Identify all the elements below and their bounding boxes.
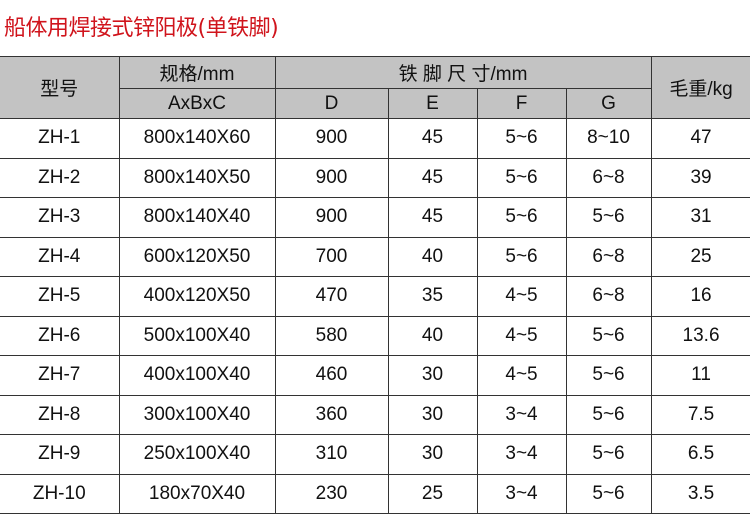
table-row: ZH-6 500x100X40 580 40 4~5 5~6 13.6: [0, 315, 750, 356]
cell-e: 25: [387, 473, 478, 514]
cell-d: 900: [274, 118, 389, 159]
cell-e: 45: [387, 118, 478, 159]
cell-d: 900: [274, 197, 389, 238]
cell-spec: 800x140X40: [118, 197, 276, 238]
cell-spec: 800x140X60: [118, 118, 276, 159]
cell-d: 700: [274, 236, 389, 277]
cell-spec: 300x100X40: [118, 394, 276, 435]
table-row: ZH-3 800x140X40 900 45 5~6 5~6 31: [0, 197, 750, 238]
cell-f: 5~6: [476, 118, 567, 159]
cell-g: 5~6: [565, 197, 652, 238]
cell-g: 5~6: [565, 355, 652, 396]
cell-d: 580: [274, 315, 389, 356]
header-g: G: [565, 88, 652, 119]
cell-f: 5~6: [476, 157, 567, 198]
header-e: E: [387, 88, 478, 119]
cell-e: 30: [387, 434, 478, 475]
header-spec: 规格/mm: [118, 56, 276, 89]
cell-weight: 16: [650, 276, 750, 317]
cell-model: ZH-1: [0, 118, 120, 159]
cell-model: ZH-10: [0, 473, 120, 514]
table-row: ZH-7 400x100X40 460 30 4~5 5~6 11: [0, 355, 750, 396]
cell-spec: 400x100X40: [118, 355, 276, 396]
cell-model: ZH-5: [0, 276, 120, 317]
cell-g: 5~6: [565, 473, 652, 514]
cell-spec: 400x120X50: [118, 276, 276, 317]
cell-weight: 13.6: [650, 315, 750, 356]
cell-e: 35: [387, 276, 478, 317]
cell-model: ZH-4: [0, 236, 120, 277]
cell-weight: 3.5: [650, 473, 750, 514]
header-f: F: [476, 88, 567, 119]
cell-e: 40: [387, 236, 478, 277]
cell-weight: 39: [650, 157, 750, 198]
cell-weight: 7.5: [650, 394, 750, 435]
cell-spec: 250x100X40: [118, 434, 276, 475]
cell-d: 470: [274, 276, 389, 317]
cell-f: 5~6: [476, 236, 567, 277]
cell-spec: 800x140X50: [118, 157, 276, 198]
cell-model: ZH-3: [0, 197, 120, 238]
cell-weight: 31: [650, 197, 750, 238]
cell-f: 3~4: [476, 394, 567, 435]
cell-g: 5~6: [565, 434, 652, 475]
table-row: ZH-4 600x120X50 700 40 5~6 6~8 25: [0, 236, 750, 277]
table-row: ZH-8 300x100X40 360 30 3~4 5~6 7.5: [0, 394, 750, 435]
cell-weight: 11: [650, 355, 750, 396]
table-row: ZH-10 180x70X40 230 25 3~4 5~6 3.5: [0, 473, 750, 514]
cell-g: 5~6: [565, 394, 652, 435]
cell-g: 6~8: [565, 276, 652, 317]
cell-spec: 500x100X40: [118, 315, 276, 356]
cell-spec: 180x70X40: [118, 473, 276, 514]
header-model: 型号: [0, 56, 120, 119]
cell-e: 30: [387, 355, 478, 396]
table-row: ZH-9 250x100X40 310 30 3~4 5~6 6.5: [0, 434, 750, 475]
cell-g: 6~8: [565, 236, 652, 277]
header-spec-sub: AxBxC: [119, 88, 276, 119]
cell-f: 5~6: [476, 197, 567, 238]
cell-model: ZH-7: [0, 355, 120, 396]
cell-d: 900: [274, 157, 389, 198]
cell-e: 45: [387, 157, 478, 198]
cell-f: 4~5: [476, 315, 567, 356]
cell-d: 230: [274, 473, 389, 514]
cell-g: 6~8: [565, 157, 652, 198]
cell-f: 3~4: [476, 473, 567, 514]
page-title: 船体用焊接式锌阳极(单铁脚): [4, 16, 279, 41]
cell-f: 3~4: [476, 434, 567, 475]
cell-f: 4~5: [476, 355, 567, 396]
cell-g: 8~10: [565, 118, 652, 159]
header-d: D: [274, 88, 389, 119]
cell-e: 30: [387, 394, 478, 435]
table-row: ZH-1 800x140X60 900 45 5~6 8~10 47: [0, 118, 750, 159]
table-row: ZH-2 800x140X50 900 45 5~6 6~8 39: [0, 157, 750, 198]
cell-f: 4~5: [476, 276, 567, 317]
cell-d: 360: [274, 394, 389, 435]
cell-e: 40: [387, 315, 478, 356]
cell-model: ZH-8: [0, 394, 120, 435]
header-weight: 毛重/kg: [650, 56, 750, 119]
cell-weight: 47: [650, 118, 750, 159]
cell-model: ZH-9: [0, 434, 120, 475]
header-foot-size: 铁 脚 尺 寸/mm: [274, 56, 652, 89]
cell-weight: 6.5: [650, 434, 750, 475]
cell-d: 310: [274, 434, 389, 475]
cell-e: 45: [387, 197, 478, 238]
cell-spec: 600x120X50: [118, 236, 276, 277]
cell-weight: 25: [650, 236, 750, 277]
cell-g: 5~6: [565, 315, 652, 356]
cell-model: ZH-2: [0, 157, 120, 198]
cell-d: 460: [274, 355, 389, 396]
table-row: ZH-5 400x120X50 470 35 4~5 6~8 16: [0, 276, 750, 317]
cell-model: ZH-6: [0, 315, 120, 356]
spec-table: 型号 规格/mm 铁 脚 尺 寸/mm 毛重/kg AxBxC D E F G …: [0, 56, 750, 514]
